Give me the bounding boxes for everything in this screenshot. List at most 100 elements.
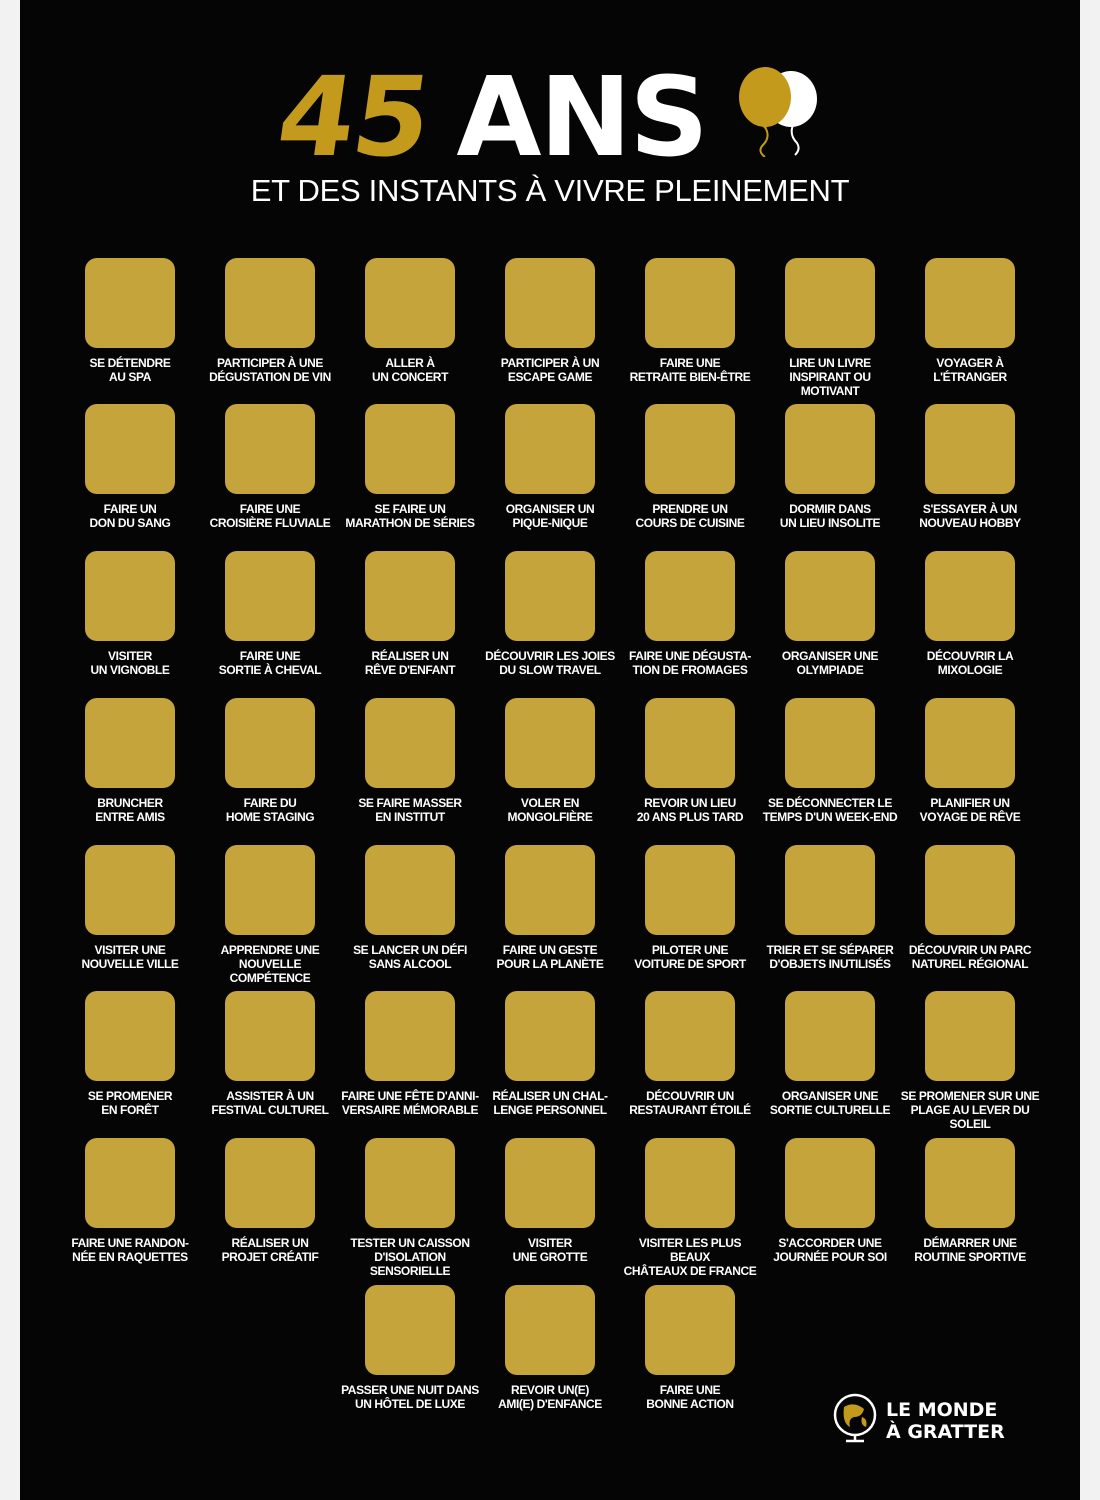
scratch-item[interactable]: FAIRE UNE DÉGUSTA- TION DE FROMAGES (620, 551, 760, 677)
scratch-tile[interactable] (365, 698, 455, 788)
scratch-item[interactable]: VOLER EN MONGOLFIÈRE (480, 698, 620, 824)
scratch-item[interactable]: PASSER UNE NUIT DANS UN HÔTEL DE LUXE (340, 1285, 480, 1411)
scratch-item[interactable]: VOYAGER À L'ÉTRANGER (900, 258, 1040, 384)
scratch-item[interactable]: PARTICIPER À UN ESCAPE GAME (480, 258, 620, 384)
scratch-item[interactable]: S'ACCORDER UNE JOURNÉE POUR SOI (760, 1138, 900, 1264)
scratch-tile[interactable] (925, 404, 1015, 494)
scratch-item[interactable]: ORGANISER UNE SORTIE CULTURELLE (760, 991, 900, 1117)
scratch-tile[interactable] (365, 845, 455, 935)
scratch-tile[interactable] (925, 991, 1015, 1081)
scratch-item[interactable]: VISITER UNE GROTTE (480, 1138, 620, 1264)
scratch-item[interactable]: PRENDRE UN COURS DE CUISINE (620, 404, 760, 530)
scratch-item[interactable]: FAIRE UNE RANDON- NÉE EN RAQUETTES (60, 1138, 200, 1264)
scratch-tile[interactable] (505, 404, 595, 494)
scratch-tile[interactable] (85, 991, 175, 1081)
scratch-tile[interactable] (645, 845, 735, 935)
scratch-item[interactable]: FAIRE UNE CROISIÈRE FLUVIALE (200, 404, 340, 530)
scratch-item[interactable]: DÉCOUVRIR LA MIXOLOGIE (900, 551, 1040, 677)
scratch-tile[interactable] (645, 991, 735, 1081)
scratch-item[interactable]: FAIRE UNE SORTIE À CHEVAL (200, 551, 340, 677)
scratch-item[interactable]: BRUNCHER ENTRE AMIS (60, 698, 200, 824)
scratch-item[interactable]: S'ESSAYER À UN NOUVEAU HOBBY (900, 404, 1040, 530)
scratch-item[interactable]: ORGANISER UN PIQUE-NIQUE (480, 404, 620, 530)
scratch-tile[interactable] (925, 551, 1015, 641)
scratch-item[interactable]: PLANIFIER UN VOYAGE DE RÊVE (900, 698, 1040, 824)
scratch-item[interactable]: SE PROMENER EN FORÊT (60, 991, 200, 1117)
scratch-tile[interactable] (925, 258, 1015, 348)
scratch-tile[interactable] (645, 698, 735, 788)
scratch-item[interactable]: REVOIR UN(E) AMI(E) D'ENFANCE (480, 1285, 620, 1411)
scratch-tile[interactable] (645, 1138, 735, 1228)
scratch-tile[interactable] (85, 551, 175, 641)
scratch-tile[interactable] (645, 258, 735, 348)
scratch-item[interactable]: SE FAIRE MASSER EN INSTITUT (340, 698, 480, 824)
scratch-tile[interactable] (645, 404, 735, 494)
scratch-tile[interactable] (85, 258, 175, 348)
scratch-item[interactable]: FAIRE UN GESTE POUR LA PLANÈTE (480, 845, 620, 971)
scratch-tile[interactable] (365, 551, 455, 641)
scratch-tile[interactable] (225, 258, 315, 348)
scratch-tile[interactable] (365, 258, 455, 348)
scratch-item[interactable]: SE PROMENER SUR UNE PLAGE AU LEVER DU SO… (900, 991, 1040, 1131)
scratch-tile[interactable] (365, 1285, 455, 1375)
scratch-tile[interactable] (925, 845, 1015, 935)
scratch-tile[interactable] (645, 551, 735, 641)
scratch-tile[interactable] (785, 698, 875, 788)
scratch-item[interactable]: PARTICIPER À UNE DÉGUSTATION DE VIN (200, 258, 340, 384)
scratch-item[interactable]: SE DÉTENDRE AU SPA (60, 258, 200, 384)
scratch-tile[interactable] (225, 404, 315, 494)
scratch-tile[interactable] (785, 258, 875, 348)
scratch-item[interactable]: SE DÉCONNECTER LE TEMPS D'UN WEEK-END (760, 698, 900, 824)
scratch-item[interactable]: DÉCOUVRIR LES JOIES DU SLOW TRAVEL (480, 551, 620, 677)
scratch-tile[interactable] (785, 551, 875, 641)
scratch-tile[interactable] (85, 404, 175, 494)
scratch-tile[interactable] (505, 845, 595, 935)
scratch-item[interactable]: RÉALISER UN PROJET CRÉATIF (200, 1138, 340, 1264)
scratch-tile[interactable] (225, 991, 315, 1081)
scratch-tile[interactable] (785, 991, 875, 1081)
scratch-item[interactable]: VISITER UN VIGNOBLE (60, 551, 200, 677)
scratch-item[interactable]: SE FAIRE UN MARATHON DE SÉRIES (340, 404, 480, 530)
scratch-item[interactable]: ASSISTER À UN FESTIVAL CULTUREL (200, 991, 340, 1117)
scratch-item[interactable]: REVOIR UN LIEU 20 ANS PLUS TARD (620, 698, 760, 824)
scratch-item[interactable]: RÉALISER UN CHAL- LENGE PERSONNEL (480, 991, 620, 1117)
scratch-item[interactable]: DÉCOUVRIR UN PARC NATUREL RÉGIONAL (900, 845, 1040, 971)
scratch-tile[interactable] (225, 551, 315, 641)
scratch-item[interactable]: FAIRE UNE BONNE ACTION (620, 1285, 760, 1411)
scratch-item[interactable]: TESTER UN CAISSON D'ISOLATION SENSORIELL… (340, 1138, 480, 1278)
scratch-tile[interactable] (85, 1138, 175, 1228)
scratch-tile[interactable] (505, 698, 595, 788)
scratch-item[interactable]: TRIER ET SE SÉPARER D'OBJETS INUTILISÉS (760, 845, 900, 971)
scratch-item[interactable]: PILOTER UNE VOITURE DE SPORT (620, 845, 760, 971)
scratch-tile[interactable] (365, 991, 455, 1081)
scratch-item[interactable]: DORMIR DANS UN LIEU INSOLITE (760, 404, 900, 530)
scratch-item[interactable]: FAIRE UNE RETRAITE BIEN-ÊTRE (620, 258, 760, 384)
scratch-tile[interactable] (785, 404, 875, 494)
scratch-tile[interactable] (505, 551, 595, 641)
scratch-tile[interactable] (645, 1285, 735, 1375)
scratch-tile[interactable] (505, 1138, 595, 1228)
scratch-tile[interactable] (505, 991, 595, 1081)
scratch-item[interactable]: ORGANISER UNE OLYMPIADE (760, 551, 900, 677)
scratch-item[interactable]: ALLER À UN CONCERT (340, 258, 480, 384)
scratch-tile[interactable] (505, 1285, 595, 1375)
scratch-tile[interactable] (85, 698, 175, 788)
scratch-tile[interactable] (85, 845, 175, 935)
scratch-item[interactable]: VISITER UNE NOUVELLE VILLE (60, 845, 200, 971)
scratch-tile[interactable] (225, 698, 315, 788)
scratch-item[interactable]: SE LANCER UN DÉFI SANS ALCOOL (340, 845, 480, 971)
scratch-tile[interactable] (925, 1138, 1015, 1228)
scratch-tile[interactable] (365, 1138, 455, 1228)
scratch-tile[interactable] (785, 845, 875, 935)
scratch-tile[interactable] (785, 1138, 875, 1228)
scratch-item[interactable]: RÉALISER UN RÊVE D'ENFANT (340, 551, 480, 677)
scratch-tile[interactable] (925, 698, 1015, 788)
scratch-item[interactable]: FAIRE UNE FÊTE D'ANNI- VERSAIRE MÉMORABL… (340, 991, 480, 1117)
scratch-item[interactable]: VISITER LES PLUS BEAUX CHÂTEAUX DE FRANC… (620, 1138, 760, 1278)
scratch-tile[interactable] (225, 845, 315, 935)
scratch-item[interactable]: FAIRE UN DON DU SANG (60, 404, 200, 530)
scratch-item[interactable]: DÉMARRER UNE ROUTINE SPORTIVE (900, 1138, 1040, 1264)
scratch-tile[interactable] (505, 258, 595, 348)
scratch-item[interactable]: APPRENDRE UNE NOUVELLE COMPÉTENCE (200, 845, 340, 985)
scratch-item[interactable]: FAIRE DU HOME STAGING (200, 698, 340, 824)
